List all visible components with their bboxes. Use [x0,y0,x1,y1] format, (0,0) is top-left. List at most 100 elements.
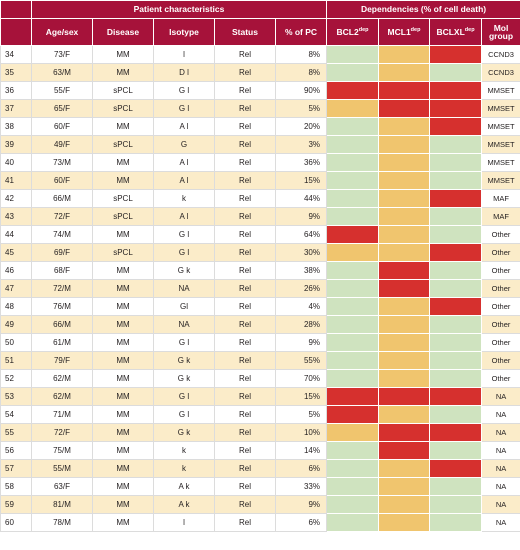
cell-mol-group: MMSET [480,81,520,100]
cell-status: Rel [214,315,276,334]
cell-disease: MM [92,225,154,244]
cell-status: Rel [214,405,276,424]
dependency-cell-mcl1 [378,207,430,226]
cell-pc: 5% [275,99,327,118]
cell-id: 59 [0,495,32,514]
table-row: 42 66/M sPCL k Rel 44% MAF [0,189,520,208]
mcl1-dep-sup: dep [410,26,421,33]
cell-mol-group: MAF [480,207,520,226]
table-row: 58 63/F MM A k Rel 33% NA [0,477,520,496]
cell-isotype: k [153,441,215,460]
cell-age-sex: 60/F [31,117,93,136]
dependency-cell-bcl2 [326,99,379,118]
cell-status: Rel [214,63,276,82]
cell-pc: 9% [275,207,327,226]
dependency-cell-bcl2 [326,369,379,388]
cell-id: 54 [0,405,32,424]
cell-isotype: G l [153,405,215,424]
table-row: 45 69/F sPCL G l Rel 30% Other [0,243,520,262]
cell-id: 48 [0,297,32,316]
cell-age-sex: 63/F [31,477,93,496]
cell-disease: sPCL [92,207,154,226]
cell-id: 39 [0,135,32,154]
cell-age-sex: 49/F [31,135,93,154]
cell-status: Rel [214,369,276,388]
cell-disease: MM [92,315,154,334]
dependency-cell-bclxl [429,81,482,100]
cell-status: Rel [214,279,276,298]
cell-isotype: A l [153,171,215,190]
cell-disease: MM [92,171,154,190]
cell-age-sex: 72/M [31,279,93,298]
dependency-cell-bclxl [429,459,482,478]
dependency-cell-bcl2 [326,405,379,424]
header-patient-characteristics: Patient characteristics [31,0,327,19]
cell-pc: 8% [275,63,327,82]
table-row: 46 68/F MM G k Rel 38% Other [0,261,520,280]
cell-status: Rel [214,387,276,406]
table-body: 34 73/F MM l Rel 8% CCND3 35 63/M MM D l Rel 8% CCND3… [0,45,520,532]
cell-status: Rel [214,477,276,496]
col-header-pc: % of PC [275,18,327,46]
dependency-cell-bcl2 [326,45,379,64]
dependency-cell-bcl2 [326,279,379,298]
cell-age-sex: 78/M [31,513,93,532]
dependency-cell-bclxl [429,261,482,280]
cell-id: 41 [0,171,32,190]
dependency-cell-bclxl [429,513,482,532]
dependency-cell-bclxl [429,279,482,298]
dependency-cell-mcl1 [378,225,430,244]
cell-disease: MM [92,513,154,532]
cell-disease: MM [92,153,154,172]
cell-isotype: A l [153,207,215,226]
cell-disease: sPCL [92,81,154,100]
cell-age-sex: 76/M [31,297,93,316]
cell-pc: 64% [275,225,327,244]
dependency-cell-bcl2 [326,495,379,514]
cell-disease: sPCL [92,99,154,118]
cell-isotype: A k [153,495,215,514]
cell-age-sex: 55/M [31,459,93,478]
col-header-bclxl: BCLXLdep [429,18,482,46]
cell-mol-group: NA [480,459,520,478]
dependency-cell-bcl2 [326,63,379,82]
table-row: 48 76/M MM Gl Rel 4% Other [0,297,520,316]
cell-status: Rel [214,99,276,118]
dependency-cell-bclxl [429,135,482,154]
table-row: 38 60/F MM A l Rel 20% MMSET [0,117,520,136]
cell-age-sex: 66/M [31,315,93,334]
dependency-cell-mcl1 [378,153,430,172]
cell-id: 60 [0,513,32,532]
cell-disease: MM [92,459,154,478]
cell-id: 36 [0,81,32,100]
cell-pc: 8% [275,45,327,64]
cell-pc: 15% [275,171,327,190]
cell-pc: 33% [275,477,327,496]
table-row: 55 72/F MM G k Rel 10% NA [0,423,520,442]
dependency-cell-bclxl [429,207,482,226]
dependency-cell-mcl1 [378,369,430,388]
cell-isotype: G l [153,387,215,406]
cell-age-sex: 68/F [31,261,93,280]
cell-age-sex: 81/M [31,495,93,514]
dependency-cell-bcl2 [326,351,379,370]
cell-id: 42 [0,189,32,208]
cell-pc: 30% [275,243,327,262]
dependency-cell-mcl1 [378,459,430,478]
cell-isotype: G [153,135,215,154]
cell-age-sex: 63/M [31,63,93,82]
cell-pc: 3% [275,135,327,154]
col-header-disease: Disease [92,18,154,46]
cell-mol-group: Other [480,333,520,352]
cell-mol-group: Other [480,243,520,262]
dependency-cell-mcl1 [378,513,430,532]
cell-disease: MM [92,297,154,316]
dependency-cell-bcl2 [326,153,379,172]
cell-pc: 20% [275,117,327,136]
col-header-mcl1: MCL1dep [378,18,430,46]
dependency-cell-mcl1 [378,495,430,514]
table-row: 37 65/F sPCL G l Rel 5% MMSET [0,99,520,118]
cell-disease: MM [92,261,154,280]
dependency-cell-mcl1 [378,117,430,136]
cell-isotype: NA [153,279,215,298]
